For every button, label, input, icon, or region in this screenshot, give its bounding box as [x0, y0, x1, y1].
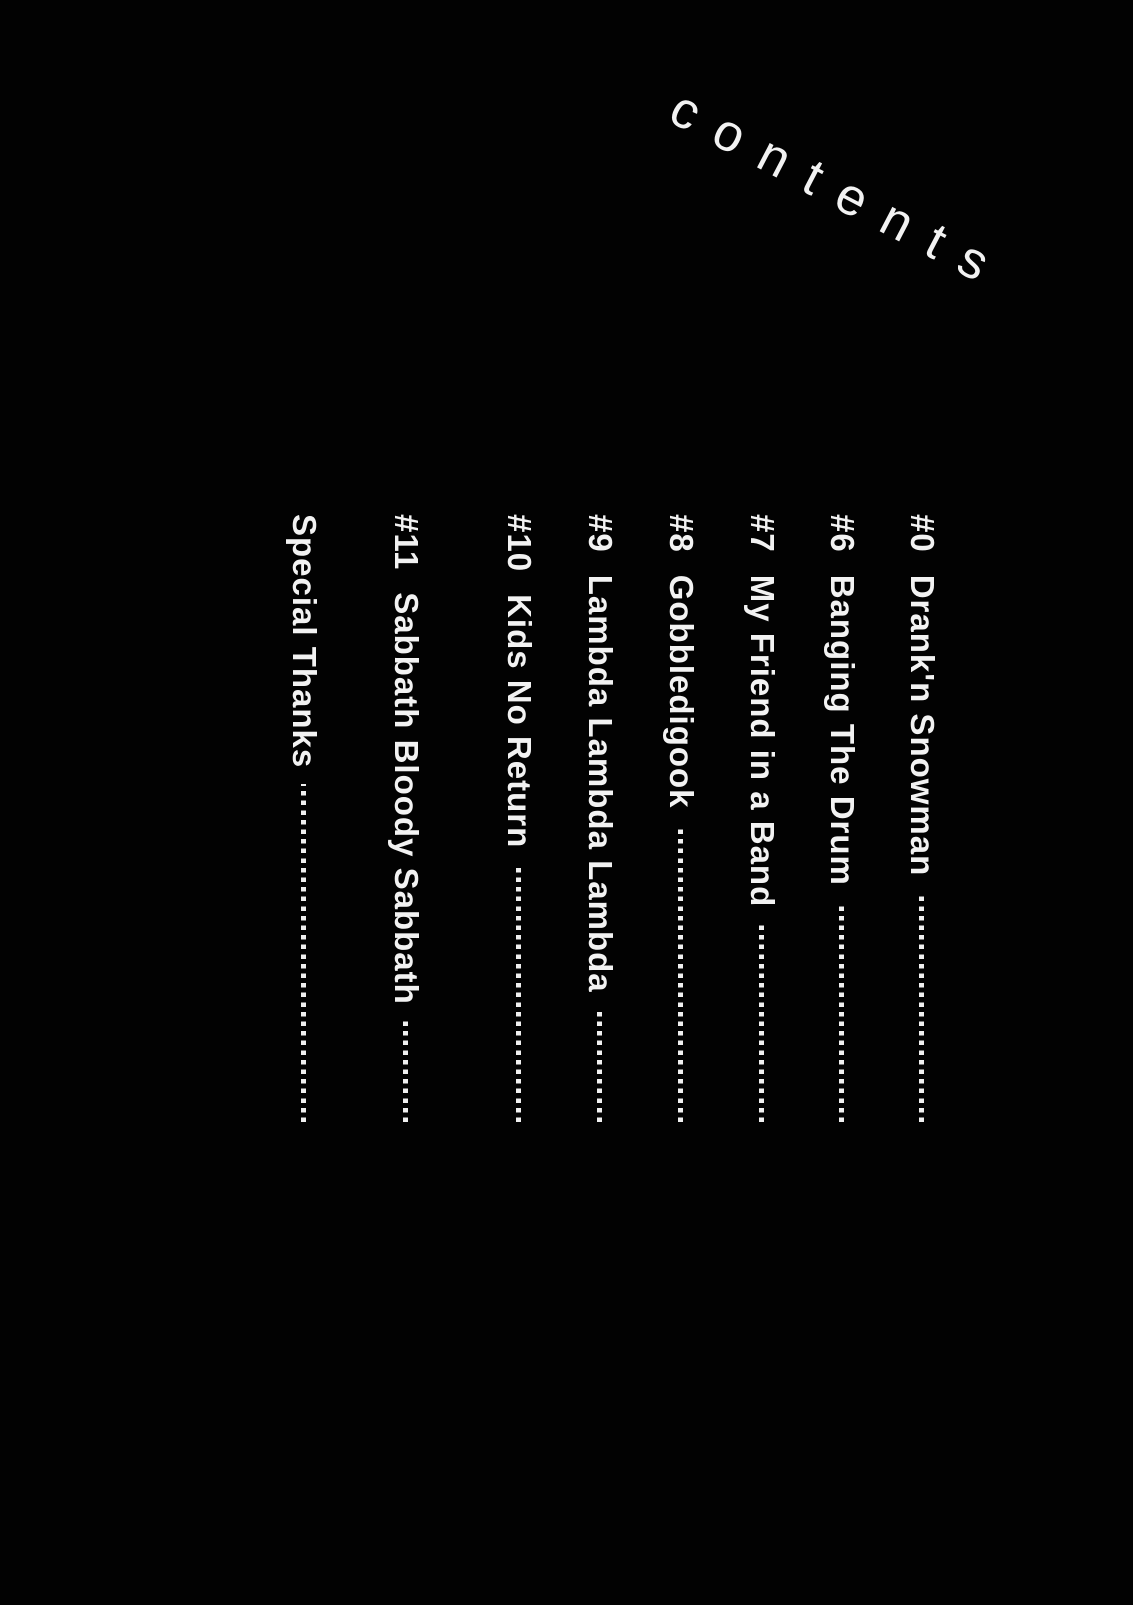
- chapter-number: #6: [824, 514, 861, 553]
- dotted-leader: [403, 1020, 409, 1122]
- dotted-leader: [516, 864, 522, 1122]
- dotted-leader: [678, 824, 684, 1122]
- chapter-number: #11: [388, 514, 425, 571]
- dotted-leader: [839, 901, 845, 1122]
- chapter-number: #9: [582, 514, 619, 553]
- chapter-title: Drank'n Snowman: [904, 574, 941, 877]
- dotted-leader: [759, 923, 765, 1122]
- chapter-number: #10: [501, 514, 538, 573]
- toc-entry-ch8: #8 Gobbledigook: [659, 514, 703, 1122]
- chapter-title: My Friend in a Band: [744, 574, 781, 908]
- chapter-title: Gobbledigook: [663, 574, 700, 809]
- chapter-title: Sabbath Bloody Sabbath: [388, 592, 425, 1005]
- chapter-number: #7: [744, 514, 781, 553]
- toc-entry-ch6: #6 Banging The Drum: [820, 514, 864, 1122]
- toc-entry-ch11: #11 Sabbath Bloody Sabbath: [384, 514, 428, 1122]
- toc-entry-ch9: #9 Lambda Lambda Lambda: [578, 514, 622, 1122]
- toc-entry-ch10: #10 Kids No Return: [497, 514, 541, 1122]
- dotted-leader: [597, 1008, 603, 1122]
- toc-entry-special-thanks: Special Thanks: [282, 514, 326, 1122]
- chapter-title: Kids No Return: [501, 594, 538, 849]
- chapter-title: Banging The Drum: [824, 574, 861, 886]
- dotted-leader: [919, 892, 925, 1122]
- toc-entry-ch7: #7 My Friend in a Band: [740, 514, 784, 1122]
- chapter-number: #0: [904, 514, 941, 553]
- page-title: contents: [660, 79, 1018, 303]
- dotted-leader: [301, 784, 307, 1122]
- chapter-title: Lambda Lambda Lambda: [582, 574, 619, 993]
- toc-entry-ch0: #0 Drank'n Snowman: [900, 514, 944, 1122]
- chapter-number: #8: [663, 514, 700, 553]
- chapter-title: Special Thanks: [286, 514, 323, 769]
